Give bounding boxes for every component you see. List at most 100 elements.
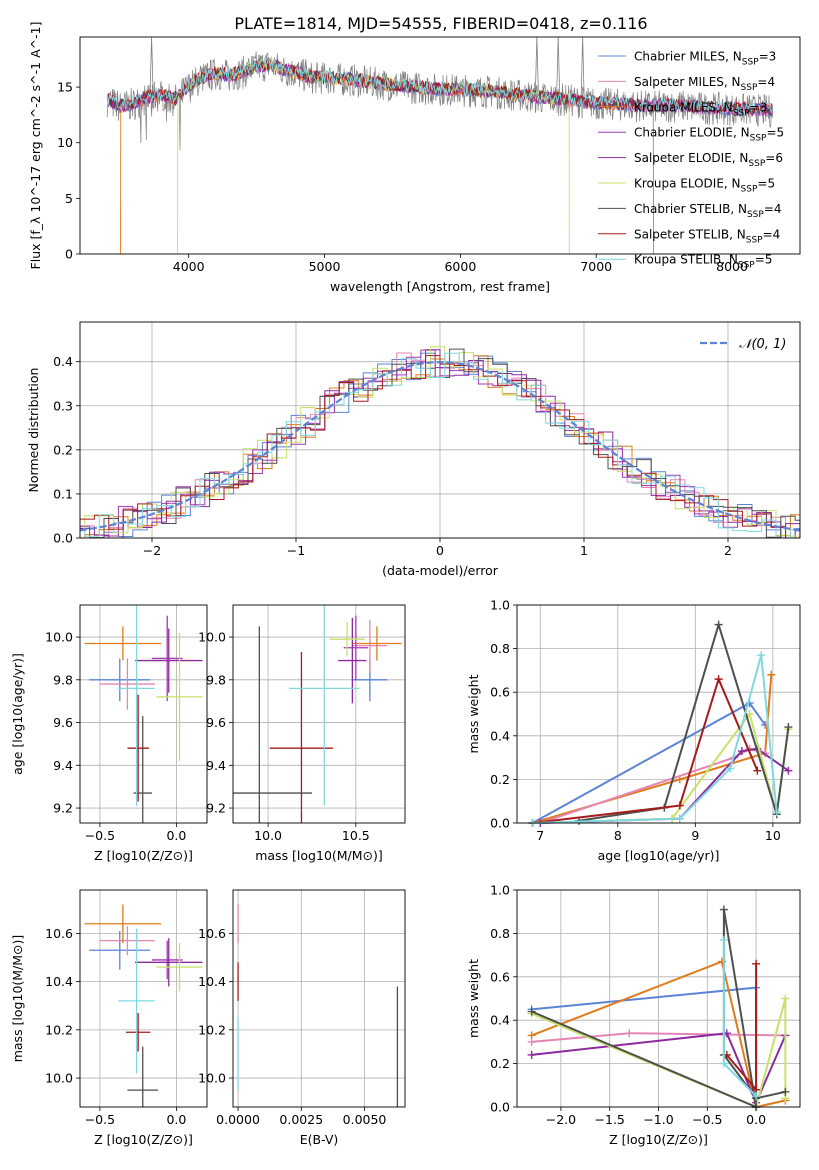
y-tick-label: 9.2 — [53, 801, 73, 816]
y-tick-label: 9.4 — [206, 758, 226, 773]
x-tick-label: 0.0 — [166, 828, 186, 843]
legend-value: =6 — [765, 151, 783, 165]
mass-weight-marker — [781, 994, 790, 1003]
mass-weight-marker — [675, 814, 684, 823]
y-tick-label: 15 — [57, 80, 73, 95]
mass-weight-marker — [527, 1037, 536, 1046]
age-vs-mass-panel: 10.0 10.5 9.2 9.4 9.6 9.8 10.0 mass [log10(M/M⊙… — [198, 604, 406, 863]
mass-weight-marker — [784, 766, 793, 775]
mass-weight-marker — [784, 723, 793, 732]
mass-weight-line-kroupa_stelib — [532, 654, 778, 824]
legend-subscript: SSP — [738, 261, 755, 271]
y-tick-label: 9.2 — [206, 801, 226, 816]
x-tick-label: 4000 — [173, 259, 205, 274]
legend-entry: Salpeter MILES, NSSP=4 — [634, 75, 775, 93]
x-tick-label: −0.5 — [85, 1112, 115, 1127]
mass-weight-marker — [772, 808, 781, 817]
legend-value: =4 — [757, 75, 775, 89]
y-tick-label: 0.0 — [490, 1100, 510, 1115]
axes-frame — [79, 889, 208, 1108]
legend-value: =5 — [757, 177, 775, 191]
plot-area — [237, 904, 399, 1107]
x-tick-label: 2 — [724, 543, 732, 558]
x-tick-label: 10 — [765, 828, 781, 843]
axes-frame — [79, 36, 801, 255]
y-tick-label: 0.4 — [490, 728, 510, 743]
x-tick-label: −0.5 — [692, 1112, 722, 1127]
residual-histogram-kroupa_stelib — [80, 352, 800, 538]
mass-weight-marker — [753, 766, 762, 775]
mass-weight-line-chabrier_miles — [531, 986, 758, 1107]
legend-entry: Chabrier ELODIE, NSSP=5 — [634, 126, 784, 144]
x-axis-label: mass [log10(M/M⊙)] — [255, 848, 383, 863]
x-axis-label: Z [log10(Z/Z⊙)] — [609, 1132, 708, 1147]
y-tick-label: 0.3 — [53, 398, 73, 413]
axes-frame — [516, 604, 801, 824]
x-tick-label: 0 — [436, 543, 444, 558]
x-tick-label: 5000 — [309, 259, 341, 274]
age-vs-metallicity-panel: −0.5 0.0 9.2 9.4 9.6 9.8 10.0 Z [log10(Z/Z⊙)] ag… — [10, 604, 208, 863]
y-tick-label: 10.0 — [198, 1071, 226, 1086]
y-axis-label: Flux [f_λ 10^-17 erg cm^-2 s^-1 A^-1] — [28, 22, 43, 270]
x-tick-label: 0.0 — [166, 1112, 186, 1127]
x-tick-label: −1.5 — [595, 1112, 625, 1127]
mass-weight-marker — [757, 651, 766, 660]
legend-text: Chabrier ELODIE, N — [634, 126, 750, 140]
legend-entry: Kroupa STELIB, NSSP=5 — [634, 253, 772, 271]
y-tick-label: 0.6 — [490, 969, 510, 984]
mass-weight-marker — [752, 1092, 761, 1101]
figure-title: PLATE=1814, MJD=54555, FIBERID=0418, z=0… — [234, 14, 647, 33]
y-tick-label: 0.2 — [53, 442, 73, 457]
mass-weight-marker — [719, 935, 728, 944]
y-tick-label: 0.4 — [53, 354, 73, 369]
mass-weight-vs-metallicity-panel: −2.0 −1.5 −1.0 −0.5 0.0 0.0 0.2 0.4 0.6 0.8 1.0 Z [… — [466, 883, 801, 1147]
normal-distribution-curve — [80, 361, 800, 532]
x-tick-label: 7 — [536, 828, 544, 843]
plot-area — [84, 605, 203, 823]
y-tick-label: 10.0 — [45, 630, 73, 645]
legend-subscript: SSP — [742, 58, 759, 68]
x-tick-label: −0.5 — [85, 828, 115, 843]
legend-text: Salpeter MILES, N — [634, 75, 741, 89]
legend-text: Kroupa STELIB, N — [634, 253, 738, 267]
spectrum-panel: 4000 5000 6000 7000 8000 0 5 10 15 wavelength [An… — [28, 22, 801, 294]
x-axis-label: E(B-V) — [300, 1132, 339, 1147]
x-tick-label: 7000 — [580, 259, 612, 274]
x-tick-label: 8 — [614, 828, 622, 843]
y-tick-label: 10.0 — [45, 1071, 73, 1086]
legend-text: Salpeter ELODIE, N — [634, 151, 748, 165]
y-tick-label: 0.4 — [490, 1013, 510, 1028]
legend-subscript: SSP — [733, 108, 750, 118]
y-tick-label: 0.2 — [490, 1056, 510, 1071]
mass-weight-marker — [726, 764, 735, 773]
x-tick-label: 10.5 — [342, 828, 370, 843]
mass-weight-marker — [719, 1059, 728, 1068]
emission-line-spike — [534, 37, 539, 98]
legend-entry: Salpeter ELODIE, NSSP=6 — [634, 151, 783, 169]
x-tick-label: −2.0 — [546, 1112, 576, 1127]
y-tick-label: 10.6 — [198, 926, 226, 941]
mass-weight-marker — [719, 905, 728, 914]
plot-area — [106, 37, 774, 254]
y-tick-label: 10.2 — [45, 1022, 73, 1037]
y-tick-label: 0.2 — [490, 772, 510, 787]
axes-frame — [232, 604, 406, 824]
plot-area — [233, 605, 402, 823]
y-tick-label: 0.0 — [53, 531, 73, 546]
legend-subscript: SSP — [747, 210, 764, 220]
legend-subscript: SSP — [750, 134, 767, 144]
mass-vs-metallicity-panel: −0.5 0.0 10.0 10.2 10.4 10.6 Z [log10(Z/Z⊙)] ma… — [10, 889, 208, 1147]
y-axis-label: age [log10(age/yr)] — [10, 653, 25, 775]
y-tick-label: 9.8 — [206, 672, 226, 687]
y-tick-label: 0.8 — [490, 641, 510, 656]
x-tick-label: 0.0025 — [279, 1112, 323, 1127]
legend-value: =3 — [750, 100, 768, 114]
residual-histogram-salpeter_stelib — [80, 355, 800, 538]
x-tick-label: 8000 — [716, 259, 748, 274]
x-axis-label: wavelength [Angstrom, rest frame] — [330, 279, 550, 294]
x-tick-label: −2 — [143, 543, 161, 558]
y-tick-label: 1.0 — [490, 598, 510, 613]
y-tick-label: 9.6 — [206, 715, 226, 730]
